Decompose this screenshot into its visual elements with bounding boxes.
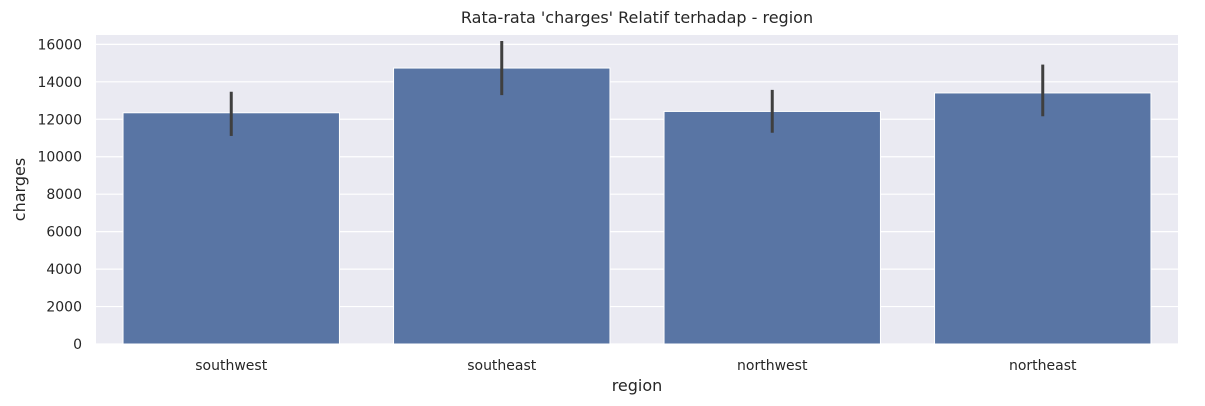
bar-southwest — [122, 112, 340, 345]
y-tick-label: 0 — [73, 337, 82, 353]
y-tick-label: 2000 — [46, 300, 82, 316]
y-tick-label: 6000 — [46, 225, 82, 241]
y-axis-label: charges — [10, 158, 29, 221]
y-tick-label: 8000 — [46, 187, 82, 203]
bars — [122, 67, 1152, 345]
y-tick-label: 16000 — [37, 37, 82, 53]
x-tick-label: southeast — [467, 358, 537, 374]
x-tick-label: northwest — [737, 358, 808, 374]
x-tick-label: southwest — [195, 358, 267, 374]
error-bars — [229, 40, 1045, 136]
bar-northeast — [934, 92, 1152, 345]
y-tick-label: 4000 — [46, 262, 82, 278]
bar-northwest — [663, 110, 881, 345]
x-axis-label: region — [612, 376, 663, 395]
x-tick-label: northeast — [1009, 358, 1077, 374]
y-tick-label: 14000 — [37, 75, 82, 91]
x-tick-labels: southwest southeast northwest northeast — [195, 358, 1077, 374]
chart-title: Rata-rata 'charges' Relatif terhadap - r… — [461, 8, 813, 27]
y-tick-label: 10000 — [37, 150, 82, 166]
y-tick-label: 12000 — [37, 112, 82, 128]
y-tick-labels: 0 2000 4000 6000 8000 10000 12000 14000 16000 — [37, 37, 82, 353]
bar-southeast — [393, 67, 611, 345]
